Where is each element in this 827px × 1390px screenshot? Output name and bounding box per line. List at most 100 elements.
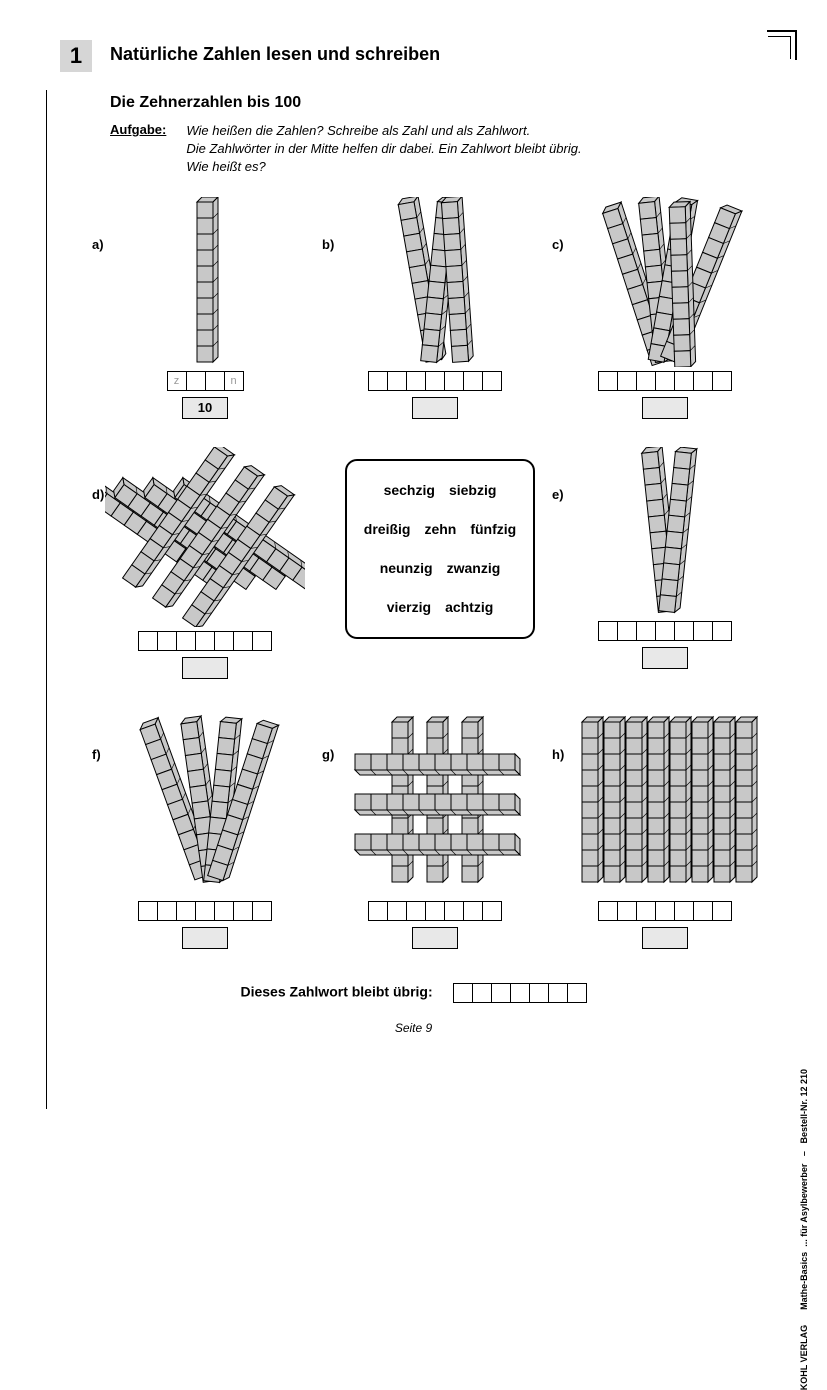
exercise-b: b)	[330, 197, 540, 419]
char-box[interactable]	[453, 983, 473, 1003]
char-box[interactable]	[617, 371, 637, 391]
char-box[interactable]	[176, 631, 196, 651]
char-box[interactable]	[195, 901, 215, 921]
char-box[interactable]	[491, 983, 511, 1003]
char-box[interactable]	[186, 371, 206, 391]
rods-illustration	[365, 197, 505, 367]
char-box[interactable]	[138, 631, 158, 651]
char-box[interactable]	[598, 901, 618, 921]
exercise-c: c)	[560, 197, 770, 419]
char-box[interactable]	[138, 901, 158, 921]
char-box[interactable]	[598, 621, 618, 641]
char-box[interactable]	[252, 631, 272, 651]
char-box[interactable]	[529, 983, 549, 1003]
exercise-label: g)	[322, 747, 334, 762]
exercise-g: g)	[330, 707, 540, 949]
char-box[interactable]: z	[167, 371, 187, 391]
char-box[interactable]	[368, 901, 388, 921]
word-answer-boxes[interactable]	[100, 631, 310, 651]
rods-illustration	[165, 197, 245, 367]
leftover-answer-boxes[interactable]	[453, 983, 587, 1003]
char-box[interactable]	[693, 621, 713, 641]
number-answer-box[interactable]	[412, 397, 458, 419]
char-box[interactable]	[674, 621, 694, 641]
char-box[interactable]: n	[224, 371, 244, 391]
publisher-logo-text: KOHL VERLAG	[799, 1325, 809, 1390]
char-box[interactable]	[674, 901, 694, 921]
exercise-label: h)	[552, 747, 564, 762]
margin-rule	[46, 90, 47, 1109]
task-line-2: Die Zahlwörter in der Mitte helfen dir d…	[186, 141, 581, 156]
char-box[interactable]	[617, 901, 637, 921]
number-answer-box[interactable]	[182, 927, 228, 949]
number-answer-box[interactable]	[182, 657, 228, 679]
word-bank: sechzigsiebzigdreißigzehnfünfzigneunzigz…	[345, 459, 535, 639]
exercise-label: a)	[92, 237, 104, 252]
word-answer-boxes[interactable]: zn	[100, 371, 310, 391]
char-box[interactable]	[205, 371, 225, 391]
char-box[interactable]	[387, 901, 407, 921]
word-answer-boxes[interactable]	[560, 901, 770, 921]
char-box[interactable]	[655, 901, 675, 921]
rods-illustration	[120, 707, 290, 897]
char-box[interactable]	[406, 901, 426, 921]
char-box[interactable]	[233, 631, 253, 651]
rods-illustration	[340, 707, 530, 897]
number-answer-box[interactable]	[642, 647, 688, 669]
char-box[interactable]	[214, 901, 234, 921]
char-box[interactable]	[655, 371, 675, 391]
char-box[interactable]	[368, 371, 388, 391]
order-number: Bestell-Nr. 12 210	[799, 1069, 809, 1144]
char-box[interactable]	[387, 371, 407, 391]
char-box[interactable]	[472, 983, 492, 1003]
leftover-prompt: Dieses Zahlwort bleibt übrig:	[60, 983, 767, 1003]
exercise-label: b)	[322, 237, 334, 252]
exercise-grid: a)zn10 b) c) d) sechzigsiebzigdreißigzeh…	[90, 197, 767, 977]
number-answer-box[interactable]	[412, 927, 458, 949]
char-box[interactable]	[510, 983, 530, 1003]
char-box[interactable]	[712, 621, 732, 641]
char-box[interactable]	[636, 901, 656, 921]
char-box[interactable]	[693, 901, 713, 921]
side-credits: KOHL VERLAG Mathe-Basics ... für Asylbew…	[799, 1069, 809, 1390]
char-box[interactable]	[567, 983, 587, 1003]
exercise-e: e)	[560, 447, 770, 669]
char-box[interactable]	[482, 371, 502, 391]
exercise-f: f)	[100, 707, 310, 949]
word-answer-boxes[interactable]	[560, 621, 770, 641]
char-box[interactable]	[548, 983, 568, 1003]
char-box[interactable]	[712, 901, 732, 921]
char-box[interactable]	[712, 371, 732, 391]
char-box[interactable]	[157, 901, 177, 921]
number-answer-box[interactable]: 10	[182, 397, 228, 419]
word-bank-item: zehn	[424, 521, 456, 537]
word-answer-boxes[interactable]	[560, 371, 770, 391]
char-box[interactable]	[598, 371, 618, 391]
char-box[interactable]	[655, 621, 675, 641]
char-box[interactable]	[252, 901, 272, 921]
char-box[interactable]	[482, 901, 502, 921]
char-box[interactable]	[674, 371, 694, 391]
char-box[interactable]	[463, 901, 483, 921]
char-box[interactable]	[444, 371, 464, 391]
task-text: Wie heißen die Zahlen? Schreibe als Zahl…	[186, 122, 581, 177]
char-box[interactable]	[636, 621, 656, 641]
char-box[interactable]	[444, 901, 464, 921]
char-box[interactable]	[425, 901, 445, 921]
char-box[interactable]	[195, 631, 215, 651]
char-box[interactable]	[233, 901, 253, 921]
char-box[interactable]	[463, 371, 483, 391]
char-box[interactable]	[214, 631, 234, 651]
char-box[interactable]	[617, 621, 637, 641]
char-box[interactable]	[636, 371, 656, 391]
char-box[interactable]	[693, 371, 713, 391]
word-answer-boxes[interactable]	[330, 371, 540, 391]
char-box[interactable]	[406, 371, 426, 391]
char-box[interactable]	[157, 631, 177, 651]
char-box[interactable]	[176, 901, 196, 921]
number-answer-box[interactable]	[642, 927, 688, 949]
char-box[interactable]	[425, 371, 445, 391]
word-answer-boxes[interactable]	[100, 901, 310, 921]
number-answer-box[interactable]	[642, 397, 688, 419]
word-answer-boxes[interactable]	[330, 901, 540, 921]
